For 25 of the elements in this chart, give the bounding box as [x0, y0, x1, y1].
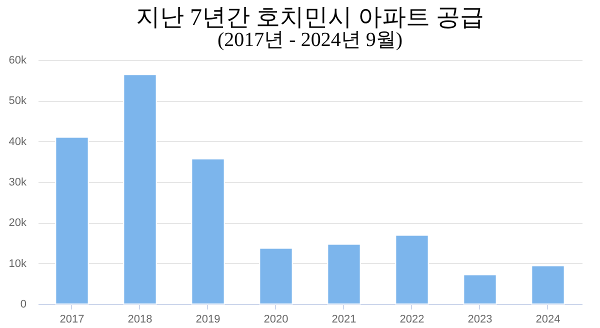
x-tick-label: 2024 — [536, 314, 560, 326]
bar — [395, 234, 429, 304]
chart-title: 지난 7년간 호치민시 아파트 공급 — [136, 5, 484, 31]
x-tick-label: 2018 — [128, 314, 152, 326]
bar — [463, 274, 497, 304]
y-tick-label: 20k — [8, 217, 27, 230]
x-tick-label: 2020 — [264, 314, 288, 326]
y-tick-label: 50k — [8, 95, 27, 108]
bar — [531, 265, 565, 304]
x-tick-label: 2023 — [468, 314, 492, 326]
chart-subtitle: (2017년 - 2024년 9월) — [218, 29, 402, 51]
bar — [191, 158, 225, 304]
x-tick-label: 2019 — [196, 314, 220, 326]
bar — [327, 244, 361, 304]
y-tick-label: 60k — [8, 54, 27, 66]
y-tick-label: 40k — [8, 136, 27, 148]
x-tick-label: 2021 — [332, 314, 356, 326]
bar — [259, 248, 293, 304]
y-tick-label: 30k — [8, 176, 27, 188]
y-tick-label: 0 — [20, 298, 26, 310]
bar — [123, 74, 157, 304]
bar — [55, 136, 89, 304]
x-tick-label: 2017 — [60, 314, 84, 326]
x-tick-label: 2022 — [400, 314, 424, 326]
y-tick-label: 10k — [8, 258, 27, 270]
